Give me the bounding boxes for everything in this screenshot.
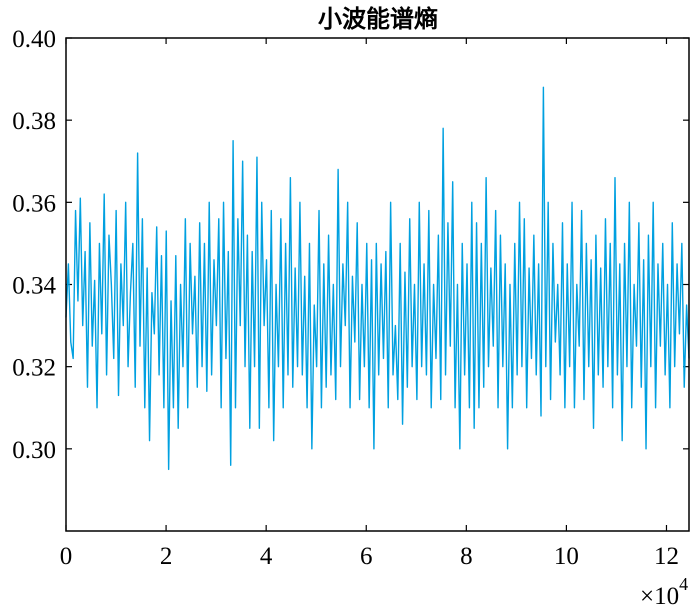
y-tick-label: 0.34 [12,273,56,300]
axes-box [65,37,690,532]
x-tick-label: 8 [460,543,473,570]
x-multiplier-label: ×104 [640,574,688,608]
x-tick-label: 10 [554,543,579,570]
x-tick-label: 4 [260,543,273,570]
chart-title: 小波能谱熵 [318,4,438,33]
x-multiplier-base: ×10 [640,583,679,608]
tick-labels: 0 2 4 6 8 10 12 0.30 0.32 0.34 0.36 0.38 0.40 [12,26,679,570]
y-tick-label: 0.38 [12,108,56,135]
y-tick-label: 0.32 [12,355,56,382]
x-tick-label: 2 [160,543,173,570]
x-tick-label: 6 [360,543,373,570]
x-tick-label: 12 [654,543,679,570]
y-tick-label: 0.36 [12,190,56,217]
x-multiplier-exponent: 4 [679,574,688,594]
y-tick-label: 0.40 [12,26,56,53]
x-tick-label: 0 [60,543,73,570]
series-line [65,86,690,471]
y-tick-label: 0.30 [12,437,56,464]
